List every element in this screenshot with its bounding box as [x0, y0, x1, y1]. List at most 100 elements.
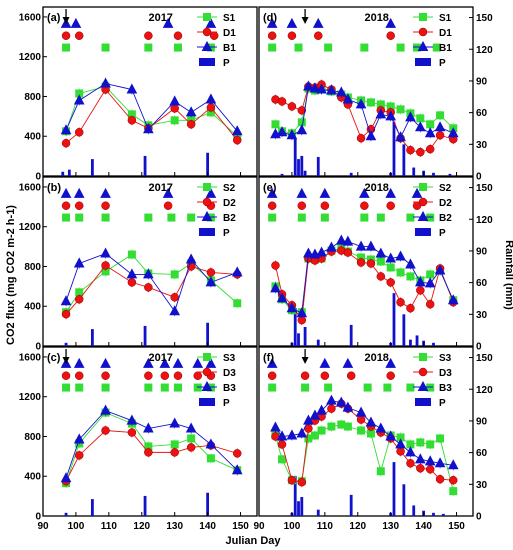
rain-bar — [412, 167, 416, 176]
data-point-B1 — [405, 111, 416, 122]
data-point-B3 — [326, 394, 337, 405]
y-tick-label: 1200 — [19, 392, 42, 403]
rain-bar — [349, 324, 353, 346]
data-point-B3 — [395, 438, 406, 449]
data-point-D1 — [297, 106, 307, 115]
data-point-B1 — [126, 83, 138, 94]
event-marker-B — [296, 187, 308, 198]
y-tick-label: 0 — [35, 512, 41, 523]
rain-bar — [415, 335, 419, 346]
data-point-B3 — [303, 414, 314, 425]
data-point-D3 — [170, 448, 179, 457]
y-tick-label: 1600 — [19, 12, 42, 23]
data-point-B3 — [342, 401, 354, 412]
event-marker-D — [173, 371, 183, 380]
data-point-B2 — [169, 305, 181, 316]
data-point-S2 — [233, 299, 242, 308]
event-marker-S — [160, 383, 169, 392]
data-point-B2 — [335, 234, 347, 245]
rain-bar — [64, 512, 68, 516]
event-marker-S — [268, 213, 277, 222]
y2-tick-label: 90 — [476, 246, 488, 257]
data-point-D3 — [287, 475, 297, 485]
data-point-S3 — [337, 420, 346, 429]
data-point-B3 — [169, 417, 181, 428]
event-marker-S — [268, 383, 277, 392]
y-tick-label: 800 — [24, 262, 41, 273]
y-tick-label: 800 — [24, 432, 41, 443]
panel-letter: (e) — [263, 182, 277, 194]
legend-symbol-B3 — [417, 380, 429, 391]
data-point-D3 — [406, 459, 415, 468]
y2-tick-label: 30 — [476, 140, 488, 151]
event-marker-S — [432, 43, 441, 52]
data-point-D1 — [356, 133, 366, 143]
rain-bar — [316, 156, 320, 176]
rain-bar — [143, 325, 147, 346]
arrow-head — [62, 357, 70, 364]
data-point-B3 — [143, 422, 154, 433]
data-point-B2 — [205, 276, 217, 287]
legend-label: B2 — [223, 213, 236, 224]
y-axis-left-title: CO2 flux (mg CO2 m-2 h-1) — [5, 205, 17, 345]
y2-tick-label: 0 — [476, 512, 482, 523]
data-point-D1 — [435, 130, 445, 140]
x-tick-label: 150 — [448, 521, 465, 532]
panel-year: 2018 — [364, 12, 388, 24]
event-marker-D — [314, 31, 323, 40]
data-point-D1 — [74, 128, 84, 137]
event-marker-D — [144, 31, 153, 40]
legend-label: D2 — [439, 198, 452, 209]
panel-d: (d) 2018 S1 D1 B1 P 0 30 60 90 120 150 — [258, 6, 493, 183]
data-point-S3 — [187, 434, 196, 443]
event-marker-S — [101, 213, 110, 222]
legend-symbol-B1 — [201, 40, 213, 51]
y2-tick-label: 120 — [476, 45, 493, 56]
data-point-D2 — [366, 259, 376, 268]
event-marker-B — [143, 357, 154, 368]
data-point-B1 — [100, 77, 111, 88]
data-point-S1 — [366, 98, 375, 107]
panel-frame — [42, 346, 258, 517]
data-point-B3 — [126, 414, 138, 425]
y2-tick-label: 150 — [476, 353, 493, 364]
panel-f: (f) 2018 S3 D3 B3 P 0 30 60 90 120 150 90 100 110 120 13… — [253, 346, 493, 532]
data-point-B2 — [326, 241, 337, 252]
event-marker-B — [205, 357, 217, 368]
panel-frame — [258, 6, 474, 177]
data-point-B1 — [365, 130, 377, 141]
rain-bar — [90, 499, 94, 516]
y2-tick-label: 0 — [476, 172, 482, 183]
panel-c: (c) 2017 S3 D3 B3 P 0 400 800 1200 1600 90 100 110 120… — [19, 346, 258, 532]
x-tick-label: 110 — [317, 521, 334, 532]
data-point-B1 — [185, 106, 197, 117]
data-point-B2 — [185, 253, 197, 264]
event-marker-S — [363, 383, 372, 392]
event-marker-B — [172, 357, 184, 368]
event-marker-S — [167, 213, 176, 222]
event-marker-D — [209, 31, 219, 40]
event-marker-B — [73, 187, 85, 198]
rain-bar — [402, 484, 406, 516]
rain-bar — [432, 512, 435, 516]
data-point-D3 — [144, 448, 153, 457]
legend-label: B2 — [439, 213, 452, 224]
legend-label: B3 — [439, 383, 452, 394]
data-point-S3 — [436, 434, 445, 443]
data-point-S3 — [376, 467, 385, 476]
panel-frame — [42, 176, 258, 347]
rain-bar — [392, 293, 396, 346]
event-marker-B — [266, 187, 278, 198]
panel-year: 2017 — [148, 352, 172, 364]
rain-bar — [90, 329, 94, 346]
y2-tick-label: 150 — [476, 13, 493, 24]
event-marker-D — [267, 371, 277, 380]
data-point-B2 — [126, 268, 138, 279]
event-marker-S — [187, 213, 196, 222]
event-marker-D — [300, 371, 310, 380]
y2-tick-label: 60 — [476, 448, 488, 459]
legend-symbol-B2 — [417, 210, 429, 221]
legend-label: B1 — [439, 43, 452, 54]
data-point-B2 — [342, 235, 354, 246]
data-point-D1 — [186, 120, 196, 129]
